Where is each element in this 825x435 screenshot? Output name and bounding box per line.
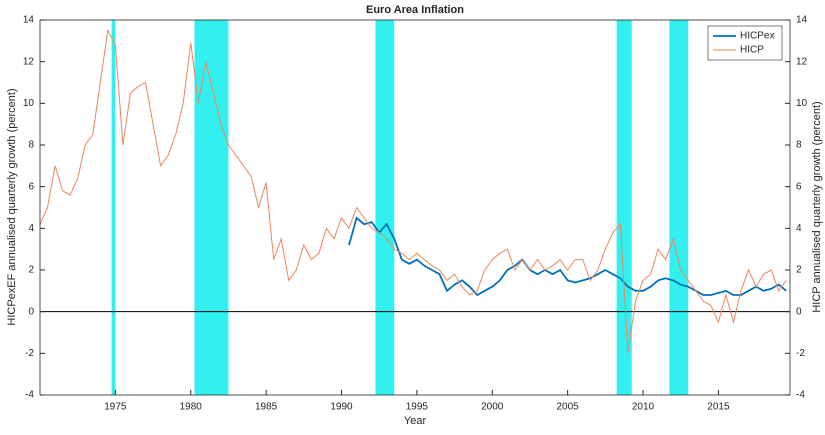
x-tick-label: 1990 (330, 402, 353, 413)
y2-axis-label: HICP annualised quarterly growth (percen… (811, 101, 823, 312)
y-tick-label: 10 (23, 98, 35, 109)
y2-tick-label: 14 (796, 15, 808, 26)
y2-tick-label: -2 (796, 348, 805, 359)
y2-tick-label: 8 (796, 140, 802, 151)
shaded-period (375, 20, 395, 395)
y-tick-label: 8 (28, 140, 34, 151)
y-tick-label: 4 (28, 223, 34, 234)
shaded-period (194, 20, 229, 395)
y2-tick-label: 12 (796, 56, 808, 67)
y2-tick-label: 6 (796, 181, 802, 192)
shaded-period (669, 20, 689, 395)
x-tick-label: 2005 (557, 402, 580, 413)
x-tick-label: 1985 (255, 402, 278, 413)
legend-box (707, 25, 783, 61)
shaded-period (111, 20, 116, 395)
x-tick-label: 2010 (632, 402, 655, 413)
y2-tick-label: 4 (796, 223, 802, 234)
chart-title: Euro Area Inflation (366, 4, 464, 16)
y2-tick-label: 2 (796, 265, 802, 276)
x-tick-label: 2000 (481, 402, 504, 413)
plot-frame (39, 19, 791, 396)
y-tick-label: 2 (28, 265, 34, 276)
x-tick-label: 1975 (104, 402, 127, 413)
y-axis-label: HICPexEF annualised quarterly growth (pe… (6, 88, 18, 325)
x-tick-label: 1980 (180, 402, 203, 413)
y2-tick-label: -4 (796, 390, 805, 401)
y-tick-label: 6 (28, 181, 34, 192)
series-line (39, 28, 787, 354)
legend-label: HICPex (740, 31, 774, 42)
x-tick-label: 2015 (707, 402, 730, 413)
series-line (348, 216, 787, 297)
y-tick-label: -2 (25, 348, 34, 359)
y-tick-label: -4 (25, 390, 34, 401)
shaded-period (616, 20, 632, 395)
x-axis-label: Year (404, 415, 427, 427)
y-tick-label: 14 (23, 15, 35, 26)
legend-label: HICP (740, 45, 764, 56)
x-tick-label: 1995 (406, 402, 429, 413)
y2-tick-label: 10 (796, 98, 808, 109)
y2-tick-label: 0 (796, 306, 802, 317)
y-tick-label: 0 (28, 306, 34, 317)
y-tick-label: 12 (23, 56, 35, 67)
